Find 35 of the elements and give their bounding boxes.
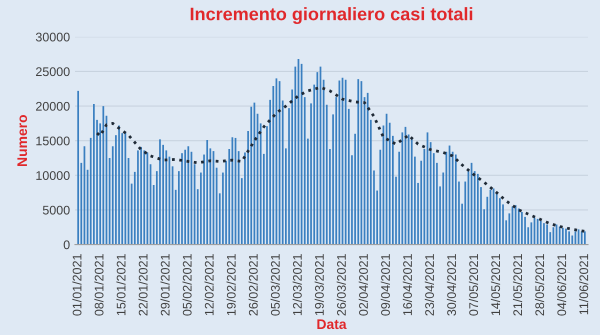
- x-tick-label: 21/05/2021: [512, 254, 522, 316]
- y-axis-title: Numero: [17, 115, 28, 166]
- x-axis-title: Data: [317, 319, 347, 330]
- x-tick-label: 22/01/2021: [138, 254, 148, 316]
- x-tick-label: 15/01/2021: [116, 254, 126, 316]
- line-series: [96, 86, 586, 233]
- x-tick-label: 01/01/2021: [72, 254, 82, 316]
- x-tick-label: 30/04/2021: [446, 254, 456, 316]
- x-tick-label: 04/06/2021: [556, 254, 566, 316]
- x-tick-label: 26/03/2021: [336, 254, 346, 316]
- x-tick-label: 05/02/2021: [182, 254, 192, 316]
- y-tick-label: 15000: [36, 136, 70, 146]
- x-tick-label: 02/04/2021: [358, 254, 368, 316]
- x-tick-label: 09/04/2021: [380, 254, 390, 316]
- x-tick-label: 12/02/2021: [204, 254, 214, 316]
- x-tick-label: 29/01/2021: [160, 254, 170, 316]
- y-tick-label: 30000: [36, 32, 70, 42]
- x-tick-label: 08/01/2021: [94, 254, 104, 316]
- chart-title: Incremento giornaliero casi totali: [190, 7, 472, 24]
- y-tick-label: 25000: [36, 67, 70, 76]
- y-tick-label: 5000: [42, 206, 70, 215]
- y-tick-label: 0: [64, 240, 70, 250]
- x-tick-label: 16/04/2021: [402, 254, 412, 316]
- x-tick-label: 23/04/2021: [424, 254, 434, 316]
- x-tick-label: 07/05/2021: [468, 254, 478, 316]
- x-tick-label: 28/05/2021: [534, 254, 544, 316]
- x-tick-label: 14/05/2021: [490, 254, 500, 316]
- y-tick-label: 10000: [36, 171, 70, 180]
- y-tick-label: 20000: [36, 102, 70, 111]
- x-tick-label: 12/03/2021: [292, 254, 302, 316]
- x-tick-label: 05/03/2021: [270, 254, 280, 316]
- x-tick-label: 19/02/2021: [226, 254, 236, 316]
- x-tick-label: 19/03/2021: [314, 254, 324, 316]
- x-tick-label: 26/02/2021: [248, 254, 258, 316]
- x-tick-label: 11/06/2021: [579, 254, 588, 314]
